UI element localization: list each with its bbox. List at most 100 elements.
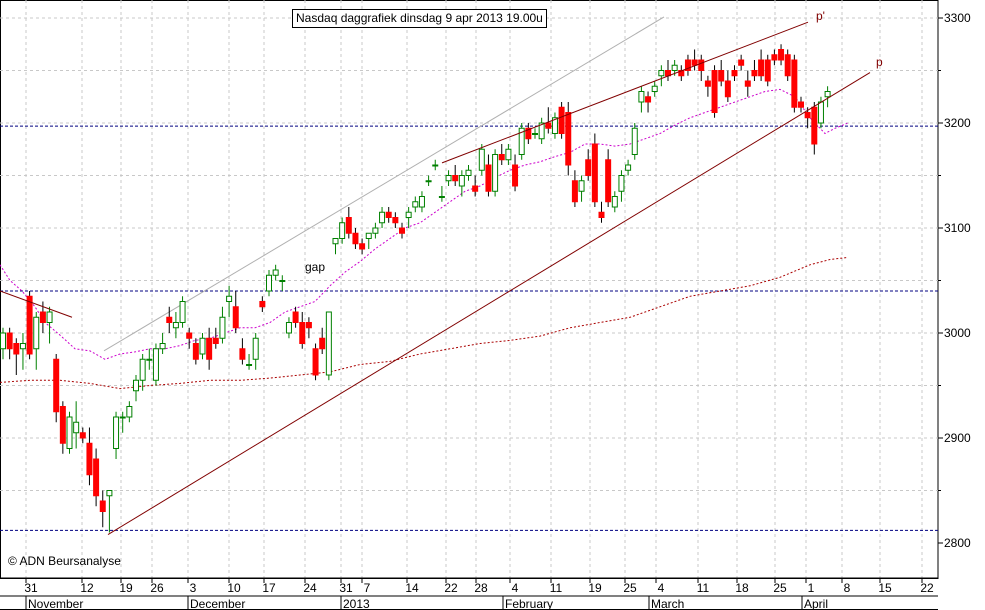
- candle: [325, 311, 332, 381]
- x-tick-label: 17: [262, 581, 276, 595]
- candle: [332, 238, 339, 255]
- candle: [246, 354, 253, 370]
- candle-body: [246, 364, 253, 366]
- candle: [771, 49, 778, 66]
- candle: [512, 154, 519, 192]
- candle-body: [285, 322, 292, 334]
- candle: [638, 86, 645, 113]
- candle-body: [704, 80, 711, 87]
- candle-body: [0, 332, 6, 350]
- candle: [791, 54, 798, 113]
- candle: [578, 175, 585, 202]
- candle: [738, 54, 745, 71]
- candle: [492, 149, 499, 197]
- candle: [272, 264, 279, 281]
- p-annotation: p: [876, 55, 883, 69]
- candle: [6, 327, 13, 360]
- month-label: April: [804, 597, 828, 610]
- candle: [106, 490, 113, 533]
- candle-body: [784, 54, 791, 77]
- candle: [392, 212, 399, 228]
- x-tick-label: 4: [658, 581, 665, 595]
- candle-body: [312, 348, 319, 376]
- candle: [764, 54, 771, 87]
- candle-body: [791, 59, 798, 108]
- candle: [631, 123, 638, 160]
- candle: [266, 270, 272, 297]
- candle-body: [46, 311, 53, 323]
- candle: [139, 354, 146, 391]
- candle-body: [372, 227, 379, 234]
- candle-body: [219, 316, 226, 339]
- candle: [824, 86, 831, 108]
- candle: [319, 327, 326, 354]
- candle-body: [718, 70, 725, 82]
- candle: [645, 91, 652, 113]
- candle-body: [824, 91, 831, 98]
- candle-body: [445, 175, 452, 182]
- candle: [345, 207, 352, 239]
- candle-body: [492, 154, 499, 192]
- candle: [226, 285, 233, 318]
- candle-body: [212, 337, 219, 344]
- x-tick-label: 26: [150, 581, 164, 595]
- candle: [811, 102, 818, 155]
- candle: [591, 133, 598, 207]
- candle-body: [731, 70, 738, 77]
- candle-body: [744, 80, 751, 87]
- candle: [219, 306, 226, 344]
- candle-body: [405, 211, 412, 218]
- candle-body: [119, 416, 126, 419]
- candle-body: [59, 406, 66, 444]
- x-tick-label: 25: [623, 581, 637, 595]
- candle-body: [272, 269, 279, 276]
- candle-body: [172, 322, 179, 329]
- candle-body: [339, 222, 346, 239]
- x-tick-label: 31: [339, 581, 353, 595]
- channel-line: [103, 16, 665, 352]
- candle: [206, 327, 213, 370]
- candle: [758, 49, 765, 81]
- candle: [452, 165, 459, 186]
- candle-body: [365, 232, 372, 239]
- candle-body: [266, 274, 272, 292]
- candle-body: [392, 217, 399, 224]
- candle-body: [538, 122, 545, 140]
- candle: [598, 201, 605, 223]
- candle-body: [724, 80, 731, 98]
- candle-body: [259, 301, 266, 308]
- candle-body: [798, 101, 804, 108]
- candle-body: [758, 59, 765, 77]
- candle-body: [133, 379, 139, 392]
- candle-body: [319, 337, 326, 350]
- candle: [684, 54, 691, 76]
- candle-body: [352, 232, 359, 245]
- candle: [13, 338, 20, 375]
- candle-body: [505, 148, 512, 161]
- candle-body: [53, 358, 60, 413]
- candle-body: [152, 348, 159, 381]
- candle: [252, 333, 259, 370]
- candle: [798, 96, 804, 113]
- month-label: February: [505, 597, 553, 610]
- candle: [259, 296, 266, 312]
- candle-body: [518, 127, 525, 155]
- candle: [651, 81, 658, 97]
- month-label: November: [28, 597, 83, 610]
- candle-body: [226, 295, 233, 302]
- candle-body: [465, 169, 472, 176]
- candle-body: [99, 500, 106, 512]
- gap-annotation: gap: [305, 260, 325, 274]
- x-tick-label: 25: [773, 581, 787, 595]
- candle-body: [771, 54, 778, 61]
- x-tick-label: 4: [512, 581, 519, 595]
- candle-body: [33, 316, 40, 350]
- candle-body: [671, 64, 678, 71]
- candle: [146, 348, 153, 370]
- candle: [724, 70, 731, 102]
- candle-body: [399, 227, 405, 234]
- candle: [485, 154, 492, 197]
- candle-body: [345, 217, 352, 234]
- candle-body: [658, 70, 665, 77]
- candle: [545, 107, 552, 134]
